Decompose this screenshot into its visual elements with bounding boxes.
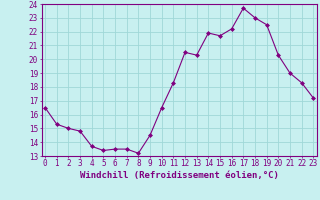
X-axis label: Windchill (Refroidissement éolien,°C): Windchill (Refroidissement éolien,°C) [80,171,279,180]
